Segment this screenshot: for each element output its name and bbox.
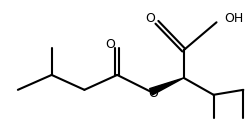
Text: O: O	[145, 12, 155, 25]
Text: O: O	[105, 38, 115, 51]
Polygon shape	[150, 78, 184, 95]
Text: OH: OH	[224, 12, 244, 25]
Text: O: O	[148, 87, 158, 100]
